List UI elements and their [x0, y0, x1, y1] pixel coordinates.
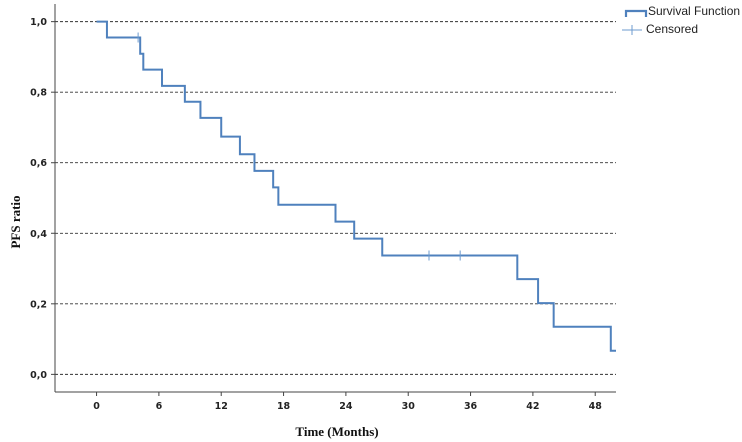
x-tick-label-2: 12 [215, 401, 228, 412]
legend-survival-swatch [624, 9, 648, 17]
series-layer [96, 20, 616, 352]
x-tick-label-8: 48 [589, 401, 603, 412]
x-tick-label-0: 0 [93, 401, 100, 412]
legend-censored-label: Censored [646, 22, 698, 36]
y-tick-label-3: 0,6 [30, 158, 47, 169]
x-tick-label-3: 18 [277, 401, 291, 412]
y-tick-label-5: 1,0 [30, 17, 47, 28]
legend-survival-label: Survival Function [648, 4, 740, 18]
y-tick-label-0: 0,0 [30, 370, 47, 381]
y-tick-label-1: 0,2 [30, 299, 47, 310]
x-tick-label-7: 42 [526, 401, 539, 412]
y-tick-label-4: 0,8 [30, 88, 47, 99]
y-tick-label-2: 0,4 [30, 229, 47, 240]
x-tick-label-4: 24 [339, 401, 353, 412]
y-axis-title: PFS ratio [8, 195, 23, 248]
legend: Survival Function Censored [622, 4, 740, 36]
axes [54, 4, 616, 393]
x-tick-label-6: 36 [464, 401, 478, 412]
x-tick-label-1: 6 [156, 401, 163, 412]
x-axis-title: Time (Months) [295, 424, 378, 439]
survival-function-line [96, 20, 616, 352]
censor-layer [137, 32, 461, 261]
x-tick-label-5: 30 [402, 401, 416, 412]
y-axis-ticks: 0,0 0,2 0,4 0,6 0,8 1,0 [30, 17, 55, 381]
grid-lines [55, 21, 616, 375]
x-axis-ticks: 0 6 12 18 24 30 36 42 48 [93, 392, 602, 412]
